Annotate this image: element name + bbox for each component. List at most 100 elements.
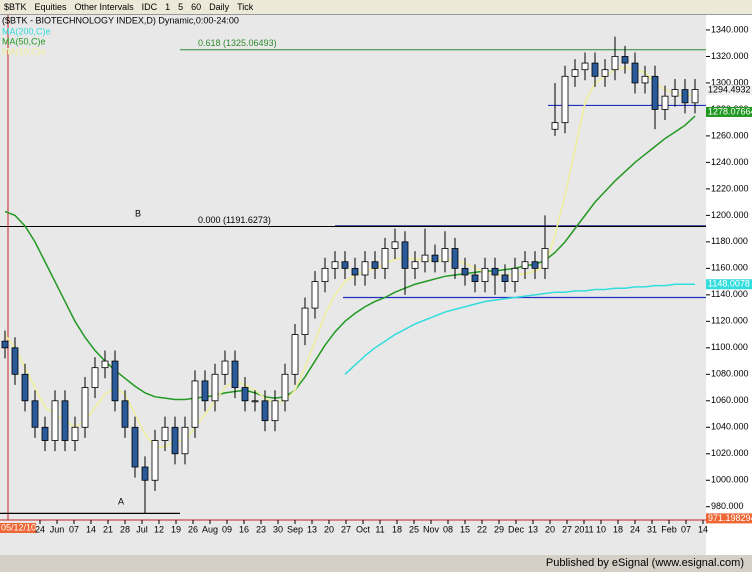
candle-body — [551, 122, 559, 130]
x-tick-label: 22 — [477, 524, 487, 534]
y-tick-label: 1300.000 — [711, 77, 749, 87]
candle-body — [301, 307, 309, 335]
x-tick-label: 18 — [613, 524, 623, 534]
price-marker — [706, 85, 752, 96]
candle-body — [381, 248, 389, 269]
candle-body — [401, 241, 409, 269]
candle-body — [501, 274, 509, 282]
y-tick-label: 1160.000 — [711, 263, 748, 273]
x-tick-label: Oct — [356, 524, 371, 534]
chart: ($BTK - BIOTECHNOLOGY INDEX,D) Dynamic,0… — [0, 15, 752, 555]
toolbar-item[interactable]: Tick — [237, 2, 254, 12]
candle-body — [491, 267, 499, 276]
candle-body — [431, 254, 439, 263]
candle-body — [191, 380, 199, 428]
x-tick-label: 14 — [698, 524, 708, 534]
candle-body — [261, 400, 269, 422]
x-tick-label: Feb — [661, 524, 677, 534]
x-tick-label: 14 — [86, 524, 96, 534]
candle-body — [151, 440, 159, 481]
x-tick-label: 31 — [647, 524, 657, 534]
candle-body — [351, 267, 359, 276]
candle-body — [251, 400, 259, 403]
candle-body — [101, 360, 109, 369]
candle-body — [561, 75, 569, 124]
candle-body — [311, 281, 319, 309]
candle-body — [1, 340, 9, 349]
symbol[interactable]: $BTK — [4, 2, 27, 12]
candle-body — [71, 426, 79, 441]
candle-body — [341, 261, 349, 269]
y-tick-label: 1100.000 — [711, 342, 748, 352]
moving-average — [344, 283, 695, 375]
toolbar-item[interactable]: Equities — [34, 2, 67, 12]
toolbar-item[interactable]: Other Intervals — [74, 2, 134, 12]
candle-body — [681, 89, 689, 104]
start-label-bg — [0, 523, 36, 533]
candle-body — [41, 426, 49, 441]
x-tick-label: 08 — [443, 524, 453, 534]
candle-body — [21, 373, 29, 402]
candle-body — [461, 267, 469, 276]
candle-body — [281, 373, 289, 402]
candle-body — [81, 387, 89, 428]
x-tick-label: Jul — [136, 524, 148, 534]
price-marker-label: 1148.0078 — [708, 279, 750, 289]
candle-body — [521, 261, 529, 269]
point-label: B — [135, 208, 141, 218]
x-tick-label: 25 — [409, 524, 419, 534]
y-tick-label: 1040.000 — [711, 422, 749, 432]
price-marker-label: 1294.4932 — [708, 85, 751, 95]
candle-body — [91, 367, 99, 388]
candle-body — [471, 274, 479, 282]
chart-title: ($BTK - BIOTECHNOLOGY INDEX,D) Dynamic,0… — [2, 15, 239, 25]
candle-body — [361, 261, 369, 276]
candle-body — [61, 400, 69, 441]
x-tick-label: 09 — [222, 524, 232, 534]
candle-body — [171, 426, 179, 455]
candle-body — [181, 426, 189, 455]
candle-body — [601, 69, 609, 77]
x-tick-label: Aug — [202, 524, 218, 534]
footer: Published by eSignal (www.esignal.com) — [545, 557, 744, 569]
candle-body — [391, 241, 399, 249]
toolbar-item[interactable]: IDC — [141, 2, 158, 12]
price-marker — [706, 279, 752, 290]
legend-entry: MA(50,C)e — [2, 36, 46, 46]
plot-bg — [0, 15, 706, 520]
point-label: A — [118, 496, 124, 506]
candle-body — [331, 261, 339, 269]
x-tick-label: 27 — [341, 524, 351, 534]
candle-body — [241, 387, 249, 402]
x-tick-label: 26 — [188, 524, 198, 534]
toolbar-item[interactable]: 60 — [191, 2, 202, 12]
x-tick-label: 15 — [460, 524, 470, 534]
price-marker-label: 1278.07664 — [708, 106, 752, 116]
y-tick-label: 1180.000 — [711, 236, 748, 246]
start-label: 05/12/10 — [1, 522, 36, 532]
candle-body — [581, 62, 589, 71]
candle-body — [641, 75, 649, 84]
x-tick-label: 21 — [103, 524, 113, 534]
candle-body — [51, 400, 59, 441]
y-tick-label: 1060.000 — [711, 395, 749, 405]
y-tick-label: 1220.000 — [711, 183, 749, 193]
candle-body — [531, 261, 539, 269]
candle-body — [271, 400, 279, 422]
x-tick-label: 11 — [375, 524, 384, 534]
moving-average — [4, 115, 696, 401]
x-tick-label: 2011 — [574, 524, 593, 534]
candle-body — [371, 261, 379, 269]
toolbar-item[interactable]: 5 — [178, 2, 184, 12]
candle-body — [11, 347, 19, 375]
toolbar-item[interactable]: 1 — [165, 2, 171, 12]
candle-body — [651, 75, 659, 110]
legend-entry: MA(200,C)e — [2, 26, 51, 36]
y-tick-label: 1200.000 — [711, 210, 749, 220]
x-tick-label: 19 — [171, 524, 181, 534]
candle-body — [161, 426, 169, 441]
candle-body — [511, 267, 519, 282]
toolbar-item[interactable]: Daily — [209, 2, 230, 12]
x-tick-label: 24 — [630, 524, 640, 534]
